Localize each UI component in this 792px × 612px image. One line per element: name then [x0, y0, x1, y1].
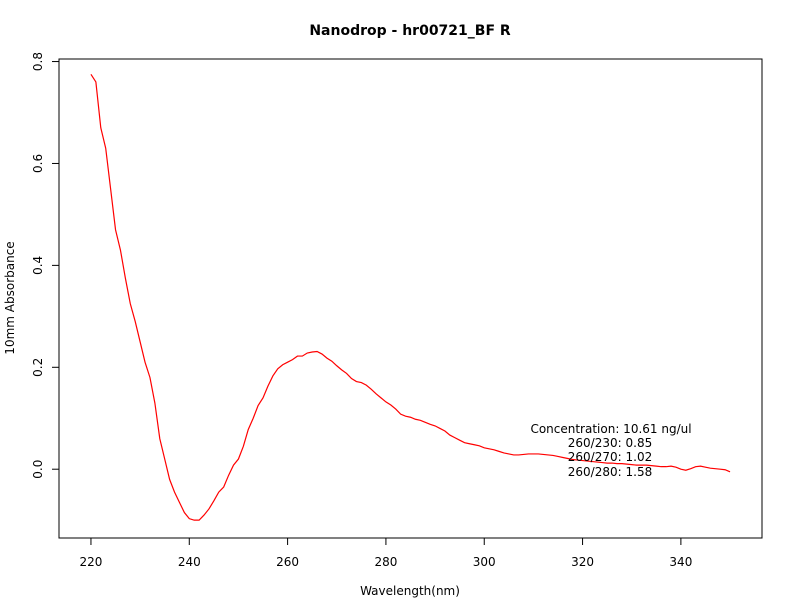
annotation-ratio-280: 260/280: 1.58 [568, 465, 652, 479]
x-tick-label: 260 [276, 555, 299, 569]
y-tick-label: 0.4 [31, 256, 45, 275]
annotation-ratio-230: 260/230: 0.85 [568, 436, 652, 450]
x-tick-label: 340 [669, 555, 692, 569]
y-axis-label: 10mm Absorbance [3, 241, 17, 354]
x-axis: 220 240 260 280 300 320 340 [80, 537, 692, 569]
annotations: Concentration: 10.61 ng/ul 260/230: 0.85… [530, 422, 691, 479]
x-axis-label: Wavelength(nm) [360, 584, 460, 598]
x-tick-label: 300 [473, 555, 496, 569]
annotation-ratio-270: 260/270: 1.02 [568, 450, 652, 464]
chart-title: Nanodrop - hr00721_BF R [309, 23, 511, 39]
y-axis: 0.0 0.2 0.4 0.6 0.8 [31, 52, 60, 479]
y-tick-label: 0.2 [31, 358, 45, 377]
x-tick-label: 320 [571, 555, 594, 569]
y-tick-label: 0.8 [31, 52, 45, 71]
y-tick-label: 0.0 [31, 460, 45, 479]
x-tick-label: 280 [374, 555, 397, 569]
annotation-concentration: Concentration: 10.61 ng/ul [530, 422, 691, 436]
series-line [90, 73, 731, 521]
x-tick-label: 220 [80, 555, 103, 569]
y-tick-label: 0.6 [31, 154, 45, 173]
x-tick-label: 240 [178, 555, 201, 569]
